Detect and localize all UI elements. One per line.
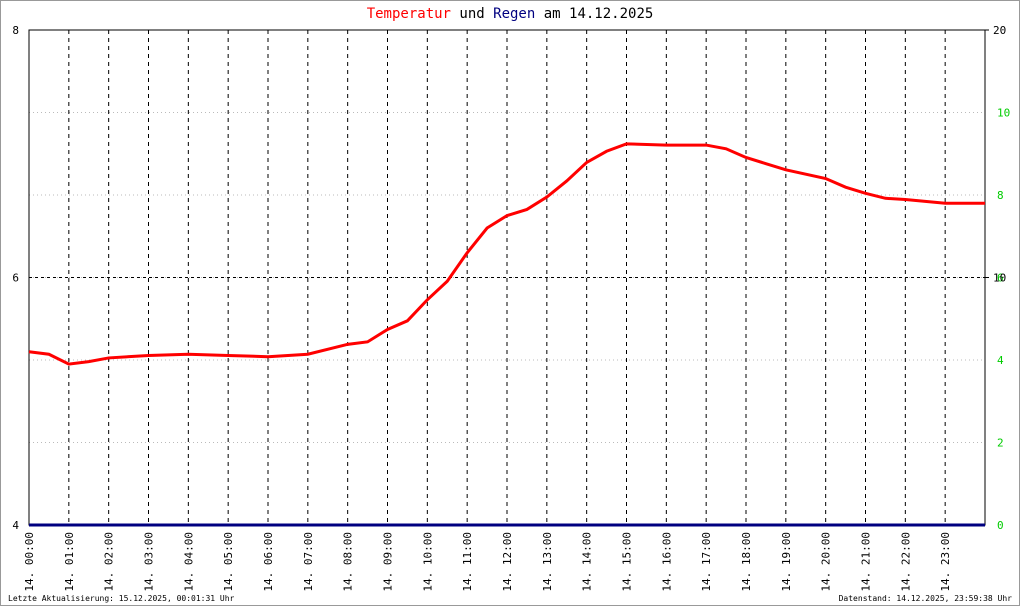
x-tick-label: 14. 10:00 xyxy=(421,532,434,592)
y-tick-label: 4 xyxy=(12,519,19,532)
y2-tick-label: 8 xyxy=(997,189,1004,202)
x-tick-label: 14. 08:00 xyxy=(342,532,355,592)
x-tick-label: 14. 14:00 xyxy=(581,532,594,592)
x-tick-label: 14. 21:00 xyxy=(860,532,873,592)
y2-tick-label: 10 xyxy=(997,107,1010,120)
x-tick-label: 14. 03:00 xyxy=(143,532,156,592)
x-tick-label: 14. 15:00 xyxy=(621,532,634,592)
chart-title: Temperatur und Regen am 14.12.2025 xyxy=(367,6,654,22)
y2-tick-label: 4 xyxy=(997,354,1004,367)
series-line xyxy=(28,142,985,366)
footer-right: Datenstand: 14.12.2025, 23:59:38 Uhr xyxy=(839,594,1013,603)
x-tick-label: 14. 09:00 xyxy=(382,532,395,592)
x-tick-label: 14. 16:00 xyxy=(660,532,673,592)
title-part: Temperatur xyxy=(367,6,451,22)
x-tick-label: 14. 17:00 xyxy=(700,532,713,592)
title-part: am 14.12.2025 xyxy=(535,6,653,22)
x-tick-label: 14. 12:00 xyxy=(501,532,514,592)
x-tick-label: 14. 01:00 xyxy=(63,532,76,592)
y-tick-label: 8 xyxy=(12,24,19,37)
x-tick-label: 14. 23:00 xyxy=(939,532,952,592)
x-tick-label: 14. 06:00 xyxy=(262,532,275,592)
x-tick-label: 14. 11:00 xyxy=(461,532,474,592)
y2-tick-label: 0 xyxy=(997,519,1004,532)
x-tick-label: 14. 00:00 xyxy=(23,532,36,592)
x-tick-label: 14. 22:00 xyxy=(899,532,912,592)
y3-tick-label: 10 xyxy=(993,272,1006,285)
x-tick-label: 14. 04:00 xyxy=(182,532,195,592)
title-part: Regen xyxy=(493,6,535,22)
x-tick-label: 14. 07:00 xyxy=(302,532,315,592)
y3-tick-label: 20 xyxy=(993,24,1006,37)
footer-left: Letzte Aktualisierung: 15.12.2025, 00:01… xyxy=(8,594,235,603)
y2-tick-label: 6 xyxy=(997,272,1004,285)
x-tick-label: 14. 05:00 xyxy=(222,532,235,592)
y-tick-label: 6 xyxy=(12,272,19,285)
x-tick-label: 14. 19:00 xyxy=(780,532,793,592)
x-tick-label: 14. 20:00 xyxy=(820,532,833,592)
y2-tick-label: 2 xyxy=(997,437,1004,450)
x-tick-label: 14. 13:00 xyxy=(541,532,554,592)
title-part: und xyxy=(451,6,493,22)
x-tick-label: 14. 02:00 xyxy=(103,532,116,592)
x-tick-label: 14. 18:00 xyxy=(740,532,753,592)
